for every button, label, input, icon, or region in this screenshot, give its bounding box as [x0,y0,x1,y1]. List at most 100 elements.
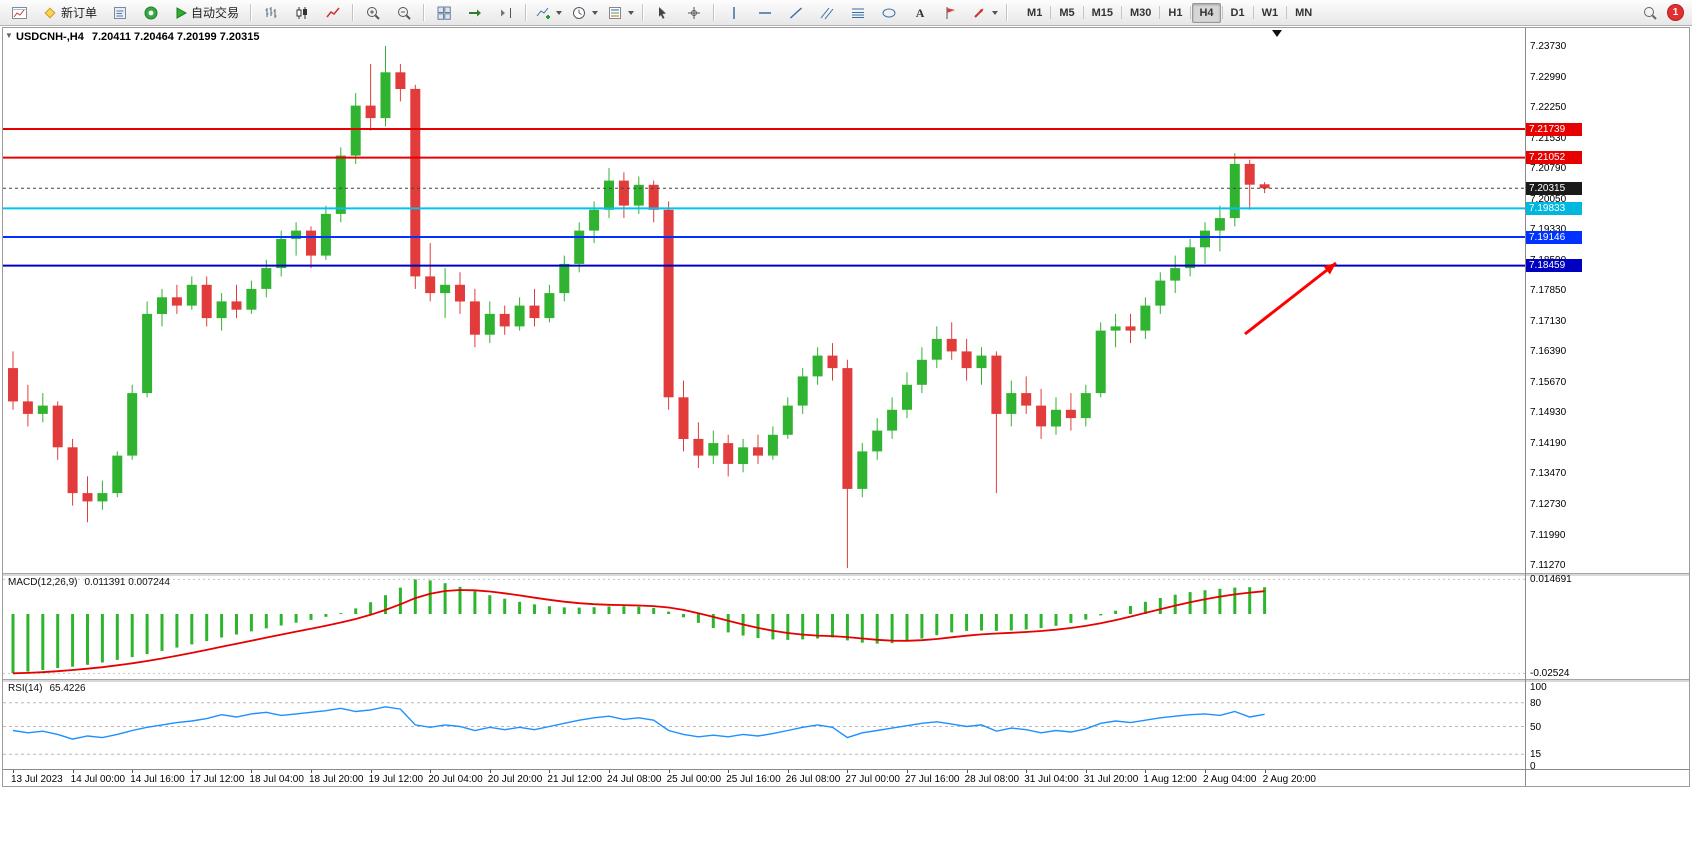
candle-body [1051,409,1061,427]
main-toolbar: 新订单 自动交易 [0,0,1692,26]
trendline-button[interactable] [781,2,811,24]
time-label: 27 Jul 00:00 [845,774,900,785]
price-axis-label: 7.12730 [1530,499,1567,510]
price-axis[interactable]: 7.23730 7.22990 7.22250 7.21530 7.20790 7.200… [1526,28,1690,772]
horizontal-line-icon [759,11,772,14]
price-axis-label: 7.19330 [1530,224,1566,235]
new-chart-button[interactable] [4,2,34,24]
channel-button[interactable] [812,2,842,24]
candle-body [127,393,138,456]
timeframe-m30[interactable]: M30 [1130,6,1152,19]
periods-button[interactable] [567,2,602,24]
text-label-button[interactable] [936,2,966,24]
candle-body [261,268,272,289]
timeframe-h4[interactable]: H4 [1192,2,1221,23]
zoom-out-button[interactable] [389,2,419,24]
candle-body [484,313,495,335]
panel-splitter-macd[interactable] [3,573,1689,576]
zoom-in-button[interactable] [358,2,388,24]
timeframe-m5[interactable]: M5 [1059,6,1075,19]
search-icon[interactable] [1642,5,1658,21]
candle-body [291,230,302,239]
candle-body [887,409,898,431]
crosshair-button[interactable] [679,2,709,24]
candle-body [1110,326,1121,331]
arrows-button[interactable] [967,2,1002,24]
cursor-button[interactable] [648,2,678,24]
community-icon [144,6,158,19]
timeframe-m15[interactable]: M15 [1091,6,1113,19]
rsi-value: 65.4226 [49,683,86,694]
new-order-button[interactable]: 新订单 [35,2,104,24]
indicators-button[interactable] [531,2,566,24]
ohlc-bars-icon [265,6,277,18]
time-tick [430,770,432,773]
timeframe-mn[interactable]: MN [1295,6,1313,19]
price-axis-label: 7.14930 [1530,407,1567,419]
auto-scroll-button[interactable] [460,2,490,24]
time-label: 31 Jul 20:00 [1083,774,1139,785]
time-axis[interactable]: 13 Jul 2023 14 Jul 00:00 14 Jul 16:00 17 Ju… [3,770,1525,786]
macd-values: 0.011391 0.007244 [84,577,170,588]
candle-body [320,213,331,256]
horizontal-line-button[interactable] [750,2,780,24]
candle-body [335,155,346,214]
candle-body [1259,184,1270,189]
metaeditor-button[interactable] [105,2,135,24]
timeframe-separator [1159,6,1161,19]
one-click-trading-toggle[interactable]: ▼ [5,31,13,40]
autotrading-button[interactable]: 自动交易 [167,2,246,24]
time-tick [251,770,253,773]
new-order-diamond-icon [44,6,56,19]
tile-windows-button[interactable] [429,2,459,24]
timeframe-m1[interactable]: M1 [1027,6,1043,19]
timeframe-d1[interactable]: D1 [1230,6,1245,19]
trend-arrow[interactable] [1244,261,1337,336]
cursor-icon [659,6,667,19]
time-label: 17 Jul 12:00 [189,774,245,785]
text-button[interactable]: A [905,2,935,24]
dropdown-caret [592,10,599,15]
candle-body [350,105,361,156]
timeframe-separator [1286,6,1288,19]
candlestick-chart-button[interactable] [287,2,317,24]
toolbar-separator [1006,4,1009,21]
community-button[interactable] [136,2,166,24]
toolbar-separator [525,4,528,21]
time-label: 14 Jul 00:00 [70,774,126,785]
templates-button[interactable] [603,2,638,24]
time-tick [72,770,74,773]
timeframe-w1[interactable]: W1 [1261,6,1279,19]
rsi-chart[interactable] [3,681,1525,769]
autotrading-label: 自动交易 [191,6,240,20]
shapes-button[interactable] [874,2,904,24]
rsi-line [12,706,1265,740]
chart-shift-button[interactable] [491,2,521,24]
candle-body [8,368,18,402]
rsi-name: RSI(14) [8,683,43,694]
time-tick [489,770,491,773]
line-chart-button[interactable] [318,2,348,24]
price-axis-label: 7.11990 [1530,529,1566,541]
vertical-line-button[interactable] [719,2,749,24]
panel-splitter-rsi[interactable] [3,679,1689,682]
indicators-icon [536,7,551,19]
candlestick-chart[interactable] [3,28,1525,573]
candle-body [469,301,480,335]
timeframe-h1[interactable]: H1 [1168,6,1183,19]
time-label: 18 Jul 20:00 [309,774,364,785]
macd-chart[interactable] [3,575,1525,679]
candle-body [1170,268,1181,281]
chart-shift-marker[interactable] [1272,30,1282,37]
time-label: 28 Jul 08:00 [964,774,1020,785]
candle-body [1021,393,1032,406]
price-tag-7.19146: 7.19146 [1526,230,1582,244]
candle-body [440,284,451,294]
time-tick [787,770,789,773]
fibonacci-button[interactable] [843,2,873,24]
candle-body [976,355,987,369]
notification-badge[interactable]: 1 [1667,4,1684,21]
price-axis-label: 7.22250 [1530,102,1567,114]
price-axis-label: 7.22990 [1530,71,1567,83]
bar-chart-button[interactable] [256,2,286,24]
